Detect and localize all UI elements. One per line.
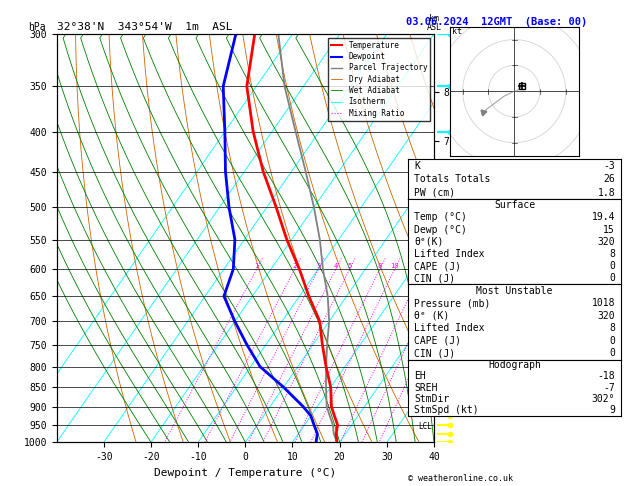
Text: Lifted Index: Lifted Index — [414, 249, 484, 259]
Text: © weatheronline.co.uk: © weatheronline.co.uk — [408, 474, 513, 483]
Text: StmSpd (kt): StmSpd (kt) — [414, 405, 479, 415]
Text: 0: 0 — [609, 336, 615, 346]
Text: θᵉ (K): θᵉ (K) — [414, 311, 449, 321]
Text: kt: kt — [452, 27, 462, 36]
Text: CIN (J): CIN (J) — [414, 273, 455, 283]
Text: CIN (J): CIN (J) — [414, 348, 455, 358]
Text: 320: 320 — [598, 311, 615, 321]
Text: Temp (°C): Temp (°C) — [414, 212, 467, 223]
Text: hPa: hPa — [28, 22, 46, 32]
Text: 3: 3 — [316, 263, 321, 269]
Text: SREH: SREH — [414, 382, 438, 393]
Text: EH: EH — [414, 371, 426, 382]
Text: K: K — [414, 161, 420, 171]
Text: Most Unstable: Most Unstable — [476, 286, 553, 295]
Text: Dewp (°C): Dewp (°C) — [414, 225, 467, 235]
Text: 9: 9 — [609, 405, 615, 415]
Text: 1: 1 — [255, 263, 259, 269]
Text: 8: 8 — [609, 323, 615, 333]
Text: 1.8: 1.8 — [598, 188, 615, 198]
Text: Lifted Index: Lifted Index — [414, 323, 484, 333]
Text: PW (cm): PW (cm) — [414, 188, 455, 198]
Text: 8: 8 — [378, 263, 382, 269]
Text: 03.06.2024  12GMT  (Base: 00): 03.06.2024 12GMT (Base: 00) — [406, 17, 587, 27]
Text: Surface: Surface — [494, 200, 535, 210]
Text: -3: -3 — [603, 161, 615, 171]
Text: 5: 5 — [348, 263, 352, 269]
Text: CAPE (J): CAPE (J) — [414, 336, 461, 346]
Text: 302°: 302° — [591, 394, 615, 404]
Text: 320: 320 — [598, 237, 615, 247]
Text: -18: -18 — [598, 371, 615, 382]
Text: 2: 2 — [292, 263, 297, 269]
Text: 19.4: 19.4 — [591, 212, 615, 223]
Text: 32°38'N  343°54'W  1m  ASL: 32°38'N 343°54'W 1m ASL — [57, 22, 232, 32]
Text: 26: 26 — [603, 174, 615, 184]
Text: Totals Totals: Totals Totals — [414, 174, 491, 184]
Text: CAPE (J): CAPE (J) — [414, 261, 461, 271]
Text: 15: 15 — [603, 225, 615, 235]
Text: 10: 10 — [391, 263, 399, 269]
Text: LCL: LCL — [419, 422, 433, 431]
Text: 1018: 1018 — [591, 298, 615, 308]
Text: -7: -7 — [603, 382, 615, 393]
Legend: Temperature, Dewpoint, Parcel Trajectory, Dry Adiabat, Wet Adiabat, Isotherm, Mi: Temperature, Dewpoint, Parcel Trajectory… — [328, 38, 430, 121]
Text: Pressure (mb): Pressure (mb) — [414, 298, 491, 308]
Text: Hodograph: Hodograph — [488, 360, 541, 370]
X-axis label: Dewpoint / Temperature (°C): Dewpoint / Temperature (°C) — [154, 468, 337, 478]
Text: 15: 15 — [418, 263, 427, 269]
Text: 0: 0 — [609, 348, 615, 358]
Text: θᵉ(K): θᵉ(K) — [414, 237, 443, 247]
Text: 0: 0 — [609, 273, 615, 283]
Text: 4: 4 — [334, 263, 338, 269]
Text: 8: 8 — [609, 249, 615, 259]
Y-axis label: Mixing Ratio (g/kg): Mixing Ratio (g/kg) — [451, 182, 460, 294]
Text: 0: 0 — [609, 261, 615, 271]
Text: StmDir: StmDir — [414, 394, 449, 404]
Text: km
ASL: km ASL — [426, 14, 442, 32]
